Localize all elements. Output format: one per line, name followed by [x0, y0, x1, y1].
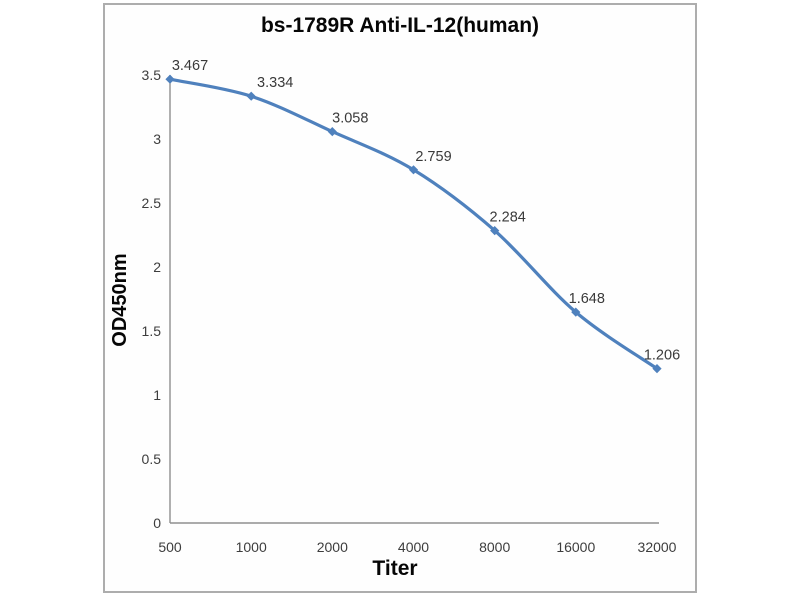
data-point-marker: [408, 165, 419, 175]
data-point-marker: [652, 364, 662, 374]
line-chart-plot-area: 0 0.5 1 1.5 2 2.5 3 3.5 500 1000 2000 4000 8000 16000…: [142, 58, 681, 555]
data-point-label: 3.467: [172, 58, 208, 74]
y-tick-label: 0.5: [142, 451, 162, 467]
y-tick-label: 1.5: [142, 323, 162, 339]
data-point-label: 2.759: [415, 149, 451, 165]
x-tick-label: 16000: [556, 539, 595, 555]
data-point-label: 3.058: [332, 111, 368, 127]
data-point-label: 2.284: [490, 210, 526, 226]
y-tick-label: 2: [153, 259, 161, 275]
data-point-label: 1.206: [644, 348, 680, 364]
data-point-marker: [165, 74, 175, 84]
data-point-label: 1.648: [569, 291, 605, 307]
data-point-marker: [327, 127, 337, 137]
chart-frame: bs-1789R Anti-IL-12(human) OD450nm 0 0.5 1…: [103, 3, 697, 593]
x-tick-label: 500: [158, 539, 182, 555]
chart-title: bs-1789R Anti-IL-12(human): [260, 14, 540, 37]
x-tick-label: 2000: [317, 539, 348, 555]
data-point-label: 3.334: [257, 75, 293, 91]
x-tick-label: 32000: [638, 539, 677, 555]
x-tick-label: 1000: [236, 539, 267, 555]
y-tick-label: 3: [153, 131, 161, 147]
y-tick-label: 0: [153, 515, 161, 531]
data-point-marker: [571, 307, 581, 317]
y-tick-label: 2.5: [142, 195, 162, 211]
data-point-marker: [246, 91, 256, 101]
x-tick-label: 4000: [398, 539, 429, 555]
x-axis-title: Titer: [372, 557, 418, 580]
y-tick-label: 3.5: [142, 67, 162, 83]
y-tick-label: 1: [153, 387, 161, 403]
series-line: [168, 77, 659, 371]
data-point-marker: [490, 226, 500, 236]
x-tick-label: 8000: [479, 539, 510, 555]
